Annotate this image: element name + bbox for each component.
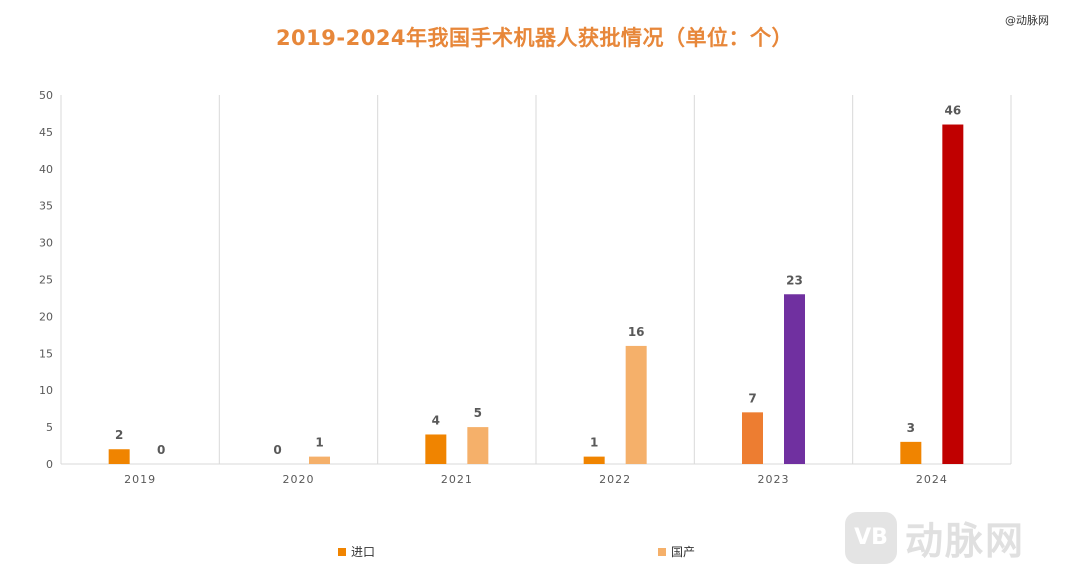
- y-tick-label: 15: [39, 347, 53, 360]
- y-tick-label: 10: [39, 384, 53, 397]
- data-label: 1: [590, 436, 598, 450]
- bar-domestic: [309, 456, 330, 464]
- x-tick-label: 2022: [599, 473, 631, 486]
- data-label: 0: [157, 443, 165, 457]
- legend-label-import: 进口: [351, 545, 376, 559]
- legend-swatch-import: [338, 547, 346, 556]
- data-label: 2: [115, 428, 123, 442]
- bar-import: [108, 449, 130, 464]
- x-tick-label: 2024: [916, 473, 948, 486]
- bars: [108, 124, 964, 465]
- bar-import: [425, 434, 447, 464]
- logo-mark-icon: VB: [845, 511, 897, 564]
- data-label: 4: [432, 413, 440, 427]
- legend-label-domestic: 国产: [671, 545, 696, 559]
- data-label: 0: [273, 443, 281, 457]
- data-label: 3: [907, 421, 915, 435]
- y-tick-label: 45: [39, 126, 53, 139]
- legend-item-domestic: 国产: [658, 543, 695, 560]
- data-label: 16: [628, 325, 645, 339]
- y-tick-label: 20: [39, 310, 53, 323]
- watermark-text: @动脉网: [1005, 14, 1049, 27]
- bar-domestic: [942, 124, 964, 465]
- bar-domestic: [467, 427, 489, 464]
- y-tick-label: 50: [39, 89, 53, 102]
- data-label: 5: [474, 406, 482, 420]
- y-tick-label: 25: [39, 274, 53, 287]
- bar-import: [742, 412, 763, 464]
- y-tick-label: 35: [39, 200, 53, 213]
- bar-import: [900, 441, 922, 464]
- y-axis-ticks: 0 5 10 15 20 25 30 35 40 45 50: [39, 89, 53, 471]
- x-tick-label: 2023: [758, 473, 790, 486]
- data-label: 1: [315, 436, 323, 450]
- data-labels: 2 0 4 1 7 3 0 1 5 16 23 46: [115, 104, 961, 457]
- bar-import: [583, 456, 605, 464]
- grid-lines: [60, 95, 1012, 465]
- x-tick-label: 2021: [441, 473, 473, 486]
- data-label: 7: [748, 391, 756, 405]
- x-tick-label: 2019: [124, 473, 156, 486]
- data-label: 46: [944, 104, 961, 118]
- logo: VB 动脉网: [845, 510, 1025, 565]
- y-tick-label: 30: [39, 237, 53, 250]
- legend-swatch-domestic: [658, 547, 666, 556]
- data-label: 23: [786, 273, 803, 287]
- y-tick-label: 0: [46, 458, 53, 471]
- y-tick-label: 5: [46, 421, 53, 434]
- y-tick-label: 40: [39, 163, 53, 176]
- x-tick-label: 2020: [283, 473, 315, 486]
- bar-domestic: [784, 294, 805, 464]
- chart-title: 2019-2024年我国手术机器人获批情况（单位：个）: [275, 26, 794, 50]
- bar-domestic: [625, 345, 647, 464]
- logo-text: 动脉网: [905, 519, 1026, 563]
- legend-item-import: 进口: [338, 543, 375, 560]
- x-axis-ticks: 2019 2020 2021 2022 2023 2024: [124, 473, 948, 486]
